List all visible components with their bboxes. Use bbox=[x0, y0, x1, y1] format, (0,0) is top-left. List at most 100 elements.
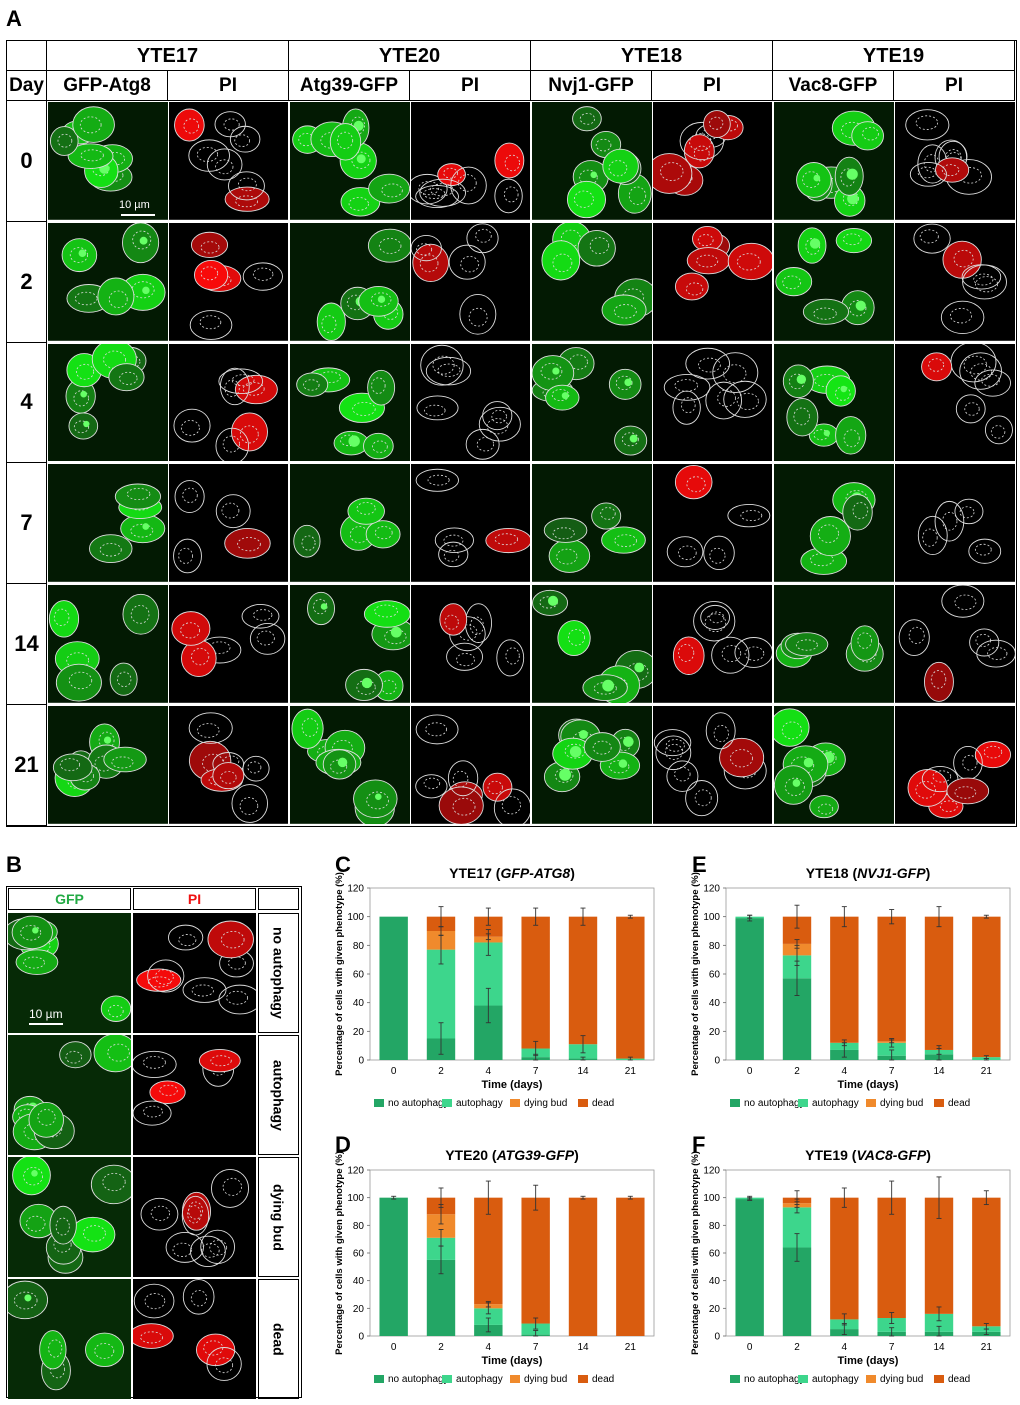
gfp-micrograph bbox=[290, 222, 410, 341]
bar-segment-no-autophagy bbox=[735, 1199, 764, 1336]
y-tick-label: 80 bbox=[353, 1221, 365, 1232]
pi-micrograph bbox=[169, 585, 289, 703]
gfp-micrograph bbox=[290, 585, 410, 703]
x-tick-label: 7 bbox=[533, 1066, 539, 1077]
y-tick-label: 20 bbox=[353, 1027, 365, 1038]
bar-segment-no-autophagy bbox=[782, 1247, 812, 1336]
legend-entry: autophagy bbox=[442, 1098, 503, 1109]
error-bar bbox=[889, 1327, 895, 1337]
bar-segment-dead bbox=[521, 916, 550, 1049]
gfp-micrograph bbox=[774, 585, 894, 703]
pi-micrograph bbox=[169, 706, 289, 824]
error-bar bbox=[438, 1022, 444, 1055]
pi-micrograph bbox=[169, 102, 289, 220]
y-tick-label: 100 bbox=[347, 912, 364, 923]
legend-label: autophagy bbox=[456, 1374, 503, 1385]
y-tick-label: 60 bbox=[353, 970, 365, 981]
panel-a-micrograph-grid: Day YTE17 GFP-Atg8 PI YTE20 Atg39-GFP PI YTE18 N… bbox=[6, 40, 1017, 827]
y-tick-label: 80 bbox=[353, 941, 365, 952]
legend-label: no autophagy bbox=[388, 1374, 449, 1385]
legend-swatch bbox=[510, 1375, 520, 1383]
channel-header: Atg39-GFP bbox=[289, 71, 410, 101]
legend-swatch bbox=[934, 1375, 944, 1383]
legend-entry: dead bbox=[578, 1098, 614, 1109]
legend-entry: dead bbox=[934, 1374, 970, 1385]
y-axis-label: Percentage of cells with given phenotype… bbox=[690, 1151, 701, 1355]
day-label: 2 bbox=[7, 221, 47, 343]
x-tick-label: 2 bbox=[794, 1066, 800, 1077]
error-bar bbox=[627, 914, 633, 919]
error-bar bbox=[747, 914, 753, 919]
x-tick-label: 7 bbox=[889, 1066, 895, 1077]
x-tick-label: 4 bbox=[486, 1342, 492, 1353]
y-tick-label: 40 bbox=[709, 1276, 721, 1287]
bar-segment-dead bbox=[830, 916, 859, 1043]
gfp-example-micrograph bbox=[8, 913, 131, 1033]
y-axis-label: Percentage of cells with given phenotype… bbox=[334, 1151, 345, 1355]
gfp-micrograph bbox=[48, 102, 168, 220]
plot-frame bbox=[725, 887, 1011, 1061]
error-bar bbox=[485, 1300, 491, 1308]
legend-swatch bbox=[374, 1099, 384, 1107]
error-bar bbox=[485, 1180, 491, 1215]
scale-bar bbox=[121, 214, 155, 216]
y-tick-label: 0 bbox=[358, 1332, 364, 1343]
pi-micrograph bbox=[895, 585, 1015, 703]
error-bar bbox=[889, 1180, 895, 1215]
legend-entry: dead bbox=[578, 1374, 614, 1385]
legend-entry: no autophagy bbox=[374, 1374, 449, 1385]
scale-bar-label: 10 µm bbox=[119, 199, 150, 211]
panel-e-label: E bbox=[692, 852, 707, 877]
bar-segment-no-autophagy bbox=[379, 916, 408, 1060]
gfp-example-micrograph bbox=[8, 1279, 131, 1399]
legend-label: dying bud bbox=[524, 1098, 567, 1109]
channel-header: PI bbox=[168, 71, 289, 101]
legend-label: dead bbox=[592, 1374, 614, 1385]
gfp-micrograph bbox=[774, 706, 894, 824]
chart-c-yte17: YTE17 (GFP-ATG8)020406080100120Percentag… bbox=[334, 865, 655, 1109]
legend-label: no autophagy bbox=[388, 1098, 449, 1109]
y-tick-label: 120 bbox=[347, 884, 364, 895]
error-bar bbox=[438, 1187, 444, 1208]
legend-entry: no autophagy bbox=[374, 1098, 449, 1109]
y-tick-label: 100 bbox=[703, 1193, 720, 1204]
strain-header: YTE20 bbox=[289, 41, 531, 71]
legend-swatch bbox=[442, 1375, 452, 1383]
x-tick-label: 7 bbox=[533, 1342, 539, 1353]
gfp-micrograph bbox=[774, 222, 894, 341]
pi-micrograph bbox=[411, 585, 531, 703]
legend-swatch bbox=[866, 1375, 876, 1383]
phenotype-label: autophagy bbox=[258, 1035, 299, 1155]
x-axis-label: Time (days) bbox=[482, 1079, 543, 1091]
y-tick-label: 20 bbox=[353, 1304, 365, 1315]
scale-bar bbox=[29, 1023, 63, 1025]
x-tick-label: 4 bbox=[486, 1066, 492, 1077]
legend-entry: autophagy bbox=[798, 1374, 859, 1385]
pi-micrograph bbox=[411, 464, 531, 583]
x-tick-label: 14 bbox=[577, 1066, 589, 1077]
day-label: 0 bbox=[7, 101, 47, 222]
legend-label: dying bud bbox=[880, 1098, 923, 1109]
x-tick-label: 2 bbox=[794, 1342, 800, 1353]
pi-micrograph bbox=[895, 464, 1015, 583]
error-bar bbox=[936, 1045, 942, 1055]
gfp-micrograph bbox=[532, 585, 652, 703]
bar-segment-dead bbox=[830, 1197, 859, 1320]
pi-micrograph bbox=[411, 343, 531, 462]
legend-swatch bbox=[934, 1099, 944, 1107]
day-label: 7 bbox=[7, 463, 47, 585]
x-tick-label: 4 bbox=[842, 1066, 848, 1077]
error-bar bbox=[794, 1190, 800, 1206]
gfp-micrograph bbox=[532, 102, 652, 220]
error-bar bbox=[533, 907, 539, 926]
y-axis-label: Percentage of cells with given phenotype… bbox=[334, 872, 345, 1076]
error-bar bbox=[438, 1229, 444, 1247]
error-bar bbox=[438, 906, 444, 928]
pi-micrograph bbox=[653, 706, 773, 824]
x-tick-label: 14 bbox=[933, 1342, 945, 1353]
legend-swatch bbox=[442, 1099, 452, 1107]
gfp-micrograph bbox=[774, 102, 894, 220]
bar-segment-dead bbox=[877, 1197, 906, 1319]
error-bar bbox=[889, 909, 895, 925]
pi-micrograph bbox=[895, 222, 1015, 341]
